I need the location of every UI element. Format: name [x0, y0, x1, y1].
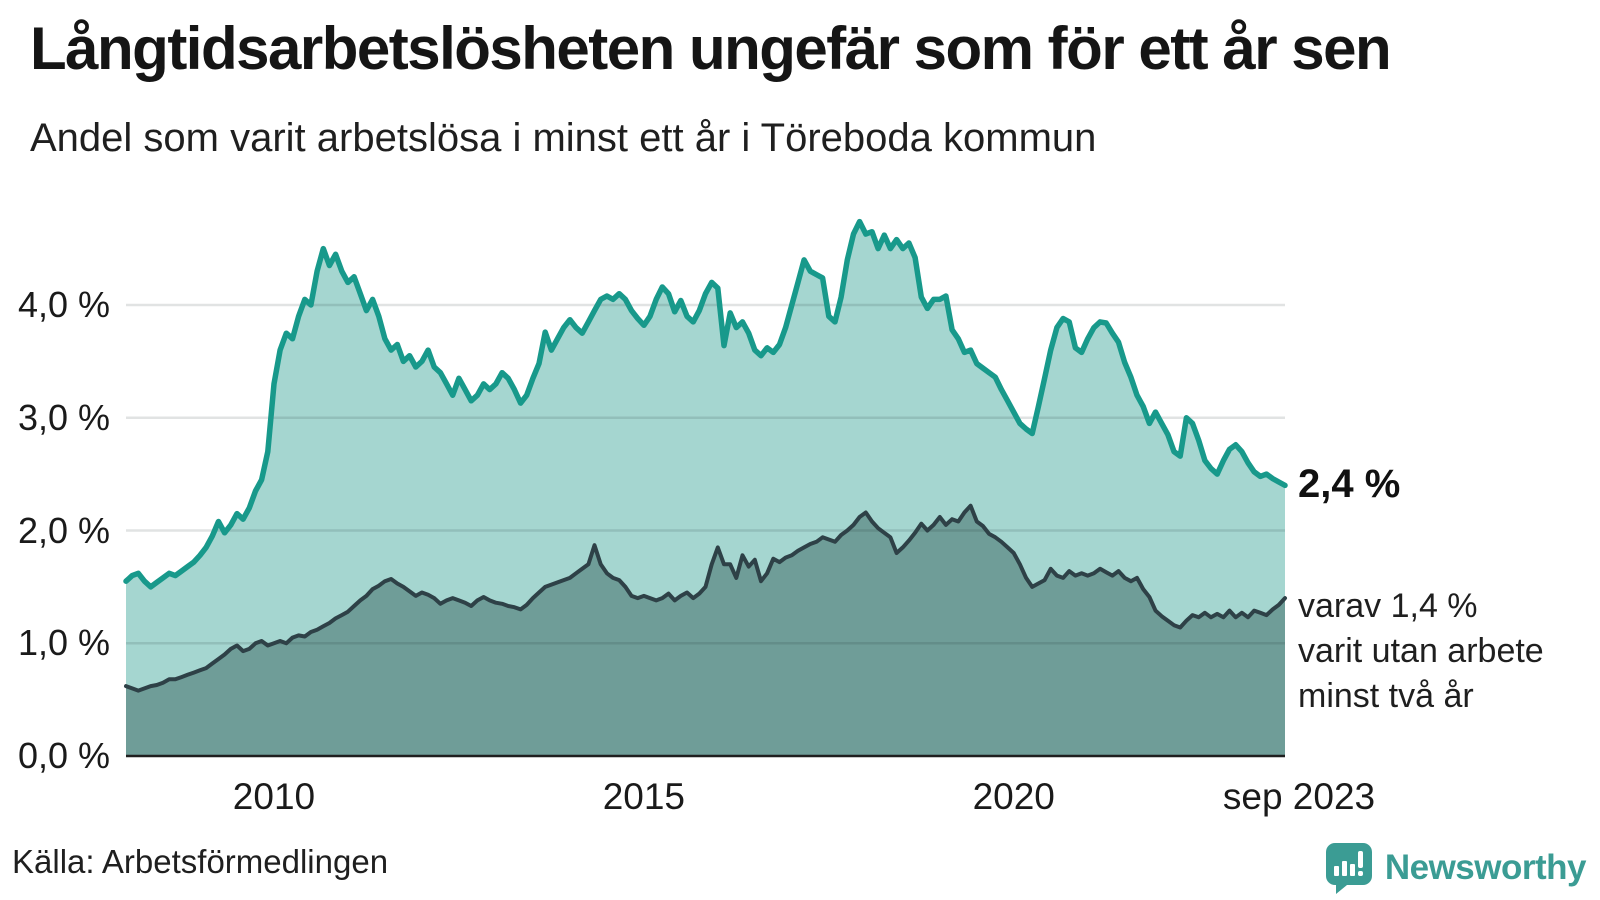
- latest-value-label: 2,4 %: [1298, 462, 1401, 506]
- series-two-years-line: [124, 503, 1287, 693]
- page-title: Långtidsarbetslösheten ungefär som för e…: [30, 15, 1392, 82]
- gridlines-group: [126, 303, 1285, 645]
- newsworthy-wordmark: Newsworthy: [1384, 848, 1587, 887]
- x-axis-tick-label-2015: 2015: [602, 776, 685, 817]
- subseries-annotation-line-2: varit utan arbete: [1298, 632, 1544, 670]
- page-subtitle: Andel som varit arbetslösa i minst ett å…: [30, 116, 1097, 160]
- subseries-annotation-line-1: varav 1,4 %: [1298, 587, 1478, 625]
- y-axis-tick-label-1: 1,0 %: [17, 622, 110, 664]
- subseries-annotation: varav 1,4 % varit utan arbete minst två …: [1298, 584, 1544, 719]
- source-credit: Källa: Arbetsförmedlingen: [12, 843, 389, 880]
- x-axis-tick-label-2020: 2020: [972, 776, 1055, 817]
- series-two-years-area: [126, 505, 1285, 756]
- series-total-line: [123, 218, 1288, 590]
- y-axis-tick-label-3: 3,0 %: [17, 396, 110, 438]
- x-axis-tick-label-sep-2023: sep 2023: [1222, 776, 1376, 817]
- newsworthy-logo: Newsworthy: [1323, 840, 1587, 896]
- subseries-annotation-line-3: minst två år: [1298, 677, 1474, 715]
- x-axis-tick-label-2010: 2010: [232, 776, 316, 817]
- y-axis-tick-label-0: 0,0 %: [17, 735, 110, 776]
- y-axis-tick-label-4: 4,0 %: [17, 284, 110, 325]
- y-axis-tick-label-2: 2,0 %: [17, 509, 110, 551]
- newsworthy-logo-icon: [1325, 843, 1372, 894]
